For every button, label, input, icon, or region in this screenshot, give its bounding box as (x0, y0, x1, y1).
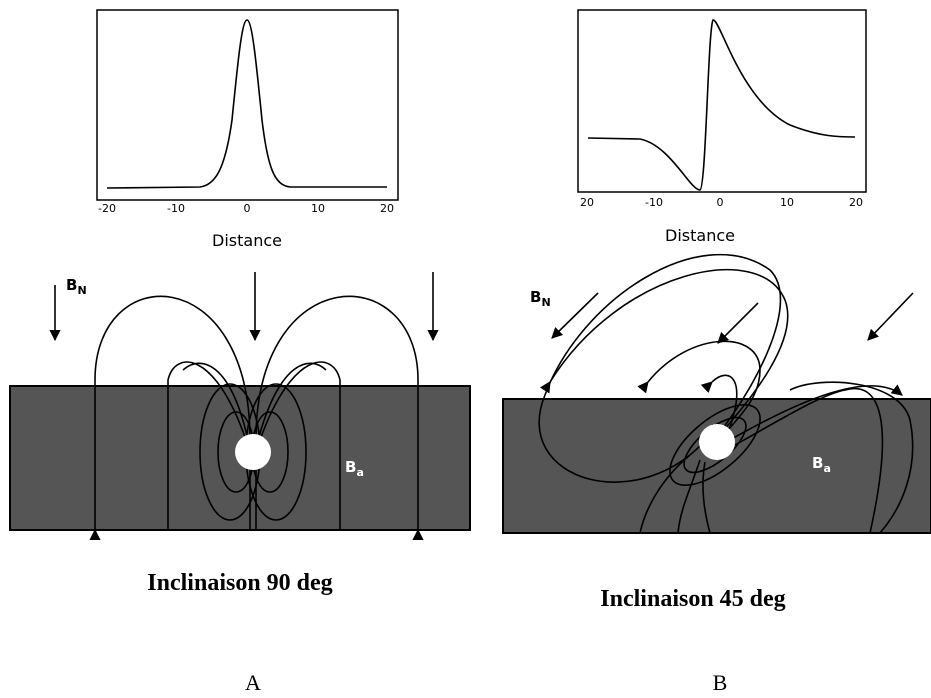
body-label: Ba (812, 454, 831, 475)
field-label: BN (66, 276, 87, 297)
caption: Inclinaison 45 deg (600, 586, 785, 612)
field-arrow (867, 292, 914, 341)
plot-frame (577, 9, 867, 193)
field-label: BN (530, 288, 551, 309)
x-tick-label: 10 (780, 196, 794, 209)
x-tick-label: 20 (580, 196, 594, 209)
field-lines (538, 253, 914, 534)
panel-a: -20 -10 0 10 20 Distance BN Ba Inclinais… (9, 9, 471, 695)
field-arrow (551, 292, 599, 339)
x-tick-label: 0 (717, 196, 724, 209)
x-tick-label: 20 (849, 196, 863, 209)
x-tick-label: 0 (244, 202, 251, 215)
plot-frame (96, 9, 399, 201)
x-tick-label: -20 (98, 202, 116, 215)
x-tick-label: -10 (167, 202, 185, 215)
panel-b: 20 -10 0 10 20 Distance BN Ba Inclinaiso… (502, 9, 931, 695)
field-arrow (717, 302, 759, 344)
x-tick-label: 10 (311, 202, 325, 215)
anomaly-curve (587, 19, 856, 191)
source-body (235, 434, 271, 470)
x-axis-label: Distance (665, 226, 735, 245)
source-body (699, 424, 735, 460)
panel-letter: B (713, 670, 728, 695)
x-tick-label: 20 (380, 202, 394, 215)
body-label: Ba (345, 458, 364, 479)
panel-letter: A (245, 670, 261, 695)
host-body (502, 398, 931, 534)
caption: Inclinaison 90 deg (147, 570, 332, 596)
anomaly-curve (106, 19, 387, 189)
x-axis-label: Distance (212, 231, 282, 250)
x-tick-label: -10 (645, 196, 663, 209)
